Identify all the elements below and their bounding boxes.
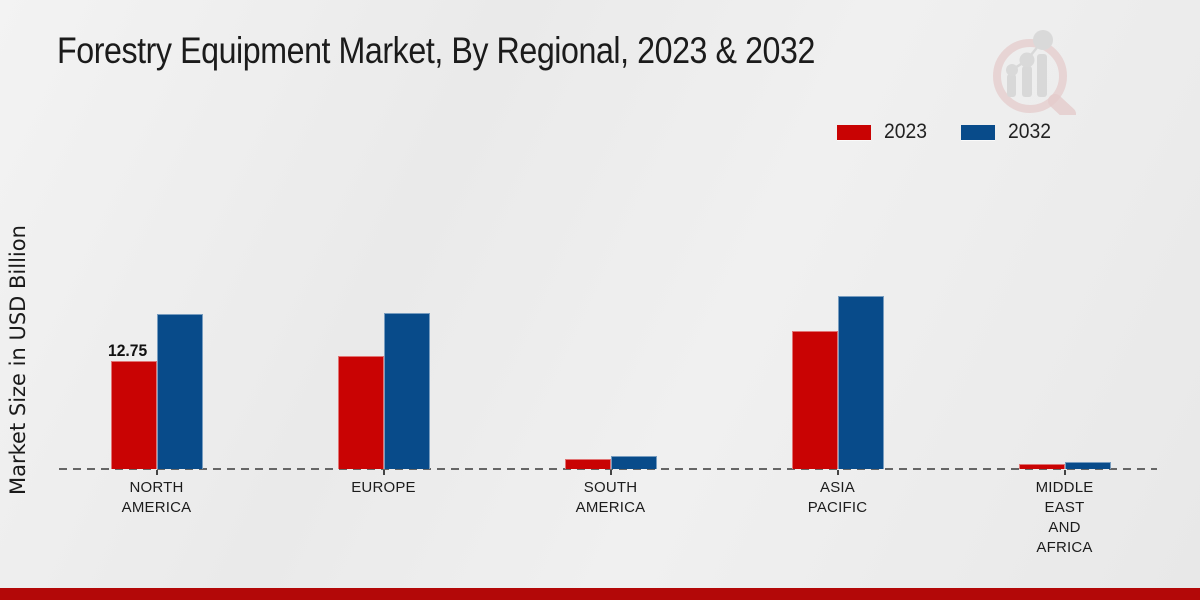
bar-2032-middle-east-and-africa — [1064, 462, 1111, 469]
data-label-north-america-2023: 12.75 — [108, 341, 148, 360]
legend-item-2032: 2032 — [960, 120, 1055, 144]
bar-2023-middle-east-and-africa — [1018, 464, 1065, 469]
axis-tick-middle-east-and-africa — [1063, 470, 1066, 475]
axis-tick-europe — [382, 470, 385, 475]
category-label-europe: EUROPE — [351, 479, 416, 496]
x-axis-baseline — [59, 468, 1157, 470]
axis-tick-south-america — [609, 470, 612, 475]
bar-2023-europe — [337, 356, 384, 469]
category-label-asia-pacific: ASIA PACIFIC — [807, 479, 868, 516]
legend-label-2032: 2032 — [1007, 120, 1051, 143]
bar-2032-north-america — [156, 314, 203, 469]
category-label-south-america: SOUTH AMERICA — [575, 479, 646, 516]
bar-2023-asia-pacific — [791, 331, 838, 469]
chart-title: Forestry Equipment Market, By Regional, … — [57, 30, 815, 71]
bar-2032-asia-pacific — [837, 296, 884, 469]
legend-swatch-2023 — [837, 124, 871, 140]
axis-tick-asia-pacific — [836, 470, 839, 475]
bar-2023-south-america — [564, 459, 611, 469]
legend-swatch-2032 — [960, 124, 995, 140]
bar-2023-north-america — [110, 361, 157, 469]
legend-label-2023: 2023 — [884, 120, 927, 143]
category-label-middle-east-and-africa: MIDDLE EAST AND AFRICA — [1035, 479, 1094, 556]
axis-tick-north-america — [155, 470, 158, 475]
bar-2032-europe — [383, 313, 430, 469]
legend-item-2023: 2023 — [837, 120, 931, 144]
bar-2032-south-america — [610, 456, 657, 469]
category-label-north-america: NORTH AMERICA — [121, 479, 192, 516]
legend: 2023 2032 — [837, 120, 1054, 144]
magnifier-barchart-logo-icon — [993, 30, 1076, 115]
footer-accent-bar — [0, 588, 1200, 600]
